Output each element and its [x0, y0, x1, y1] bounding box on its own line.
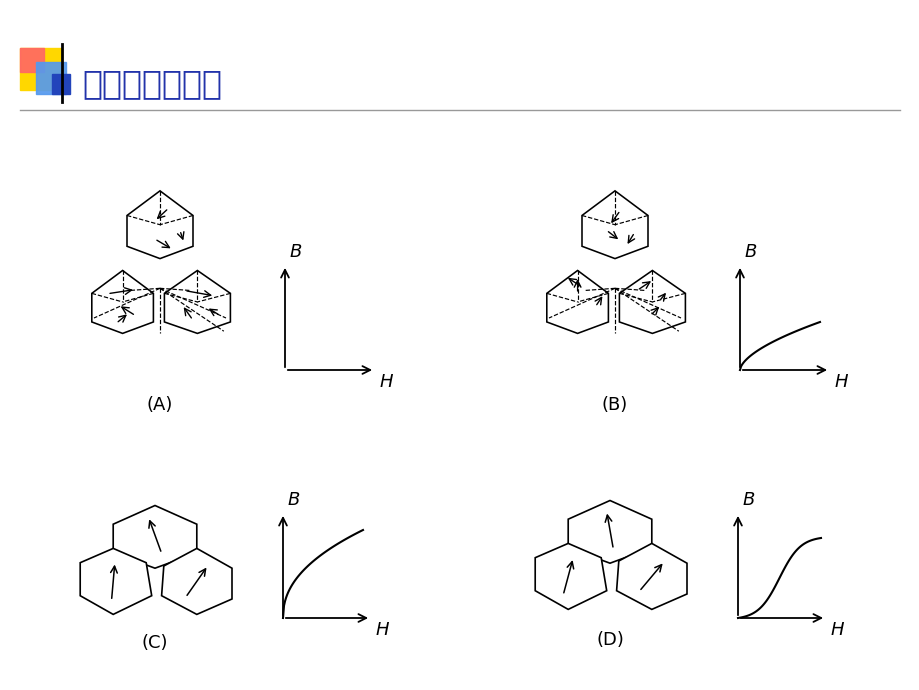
Polygon shape: [582, 191, 647, 259]
Text: B: B: [288, 491, 300, 509]
Text: B: B: [743, 491, 754, 509]
Polygon shape: [618, 270, 685, 333]
Text: 磁性材料介绍：: 磁性材料介绍：: [82, 68, 221, 101]
Text: (C): (C): [142, 634, 168, 652]
Polygon shape: [546, 270, 607, 333]
Polygon shape: [616, 544, 686, 609]
Bar: [20, 48, 44, 72]
Bar: [20, 48, 62, 90]
Text: B: B: [289, 243, 302, 261]
Polygon shape: [162, 549, 232, 614]
Polygon shape: [92, 270, 153, 333]
Text: (B): (B): [601, 396, 628, 414]
Text: B: B: [744, 243, 756, 261]
Polygon shape: [165, 270, 230, 333]
Text: H: H: [834, 373, 847, 391]
Polygon shape: [80, 549, 152, 614]
Polygon shape: [568, 500, 651, 563]
Text: H: H: [830, 621, 844, 639]
Polygon shape: [113, 506, 197, 568]
Bar: [36, 62, 66, 94]
Text: H: H: [376, 621, 389, 639]
Text: H: H: [380, 373, 393, 391]
Polygon shape: [535, 544, 606, 609]
Bar: [52, 74, 70, 94]
Text: (A): (A): [147, 396, 173, 414]
Text: (D): (D): [596, 631, 623, 649]
Polygon shape: [127, 191, 193, 259]
